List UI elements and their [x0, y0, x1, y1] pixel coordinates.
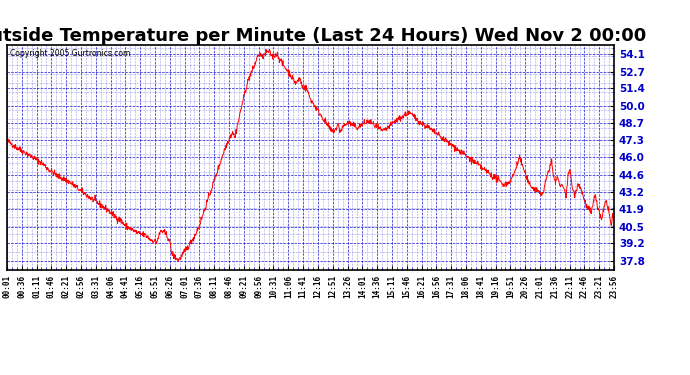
Title: Outside Temperature per Minute (Last 24 Hours) Wed Nov 2 00:00: Outside Temperature per Minute (Last 24 … [0, 27, 646, 45]
Text: Copyright 2005 Gurtronics.com: Copyright 2005 Gurtronics.com [10, 50, 130, 58]
